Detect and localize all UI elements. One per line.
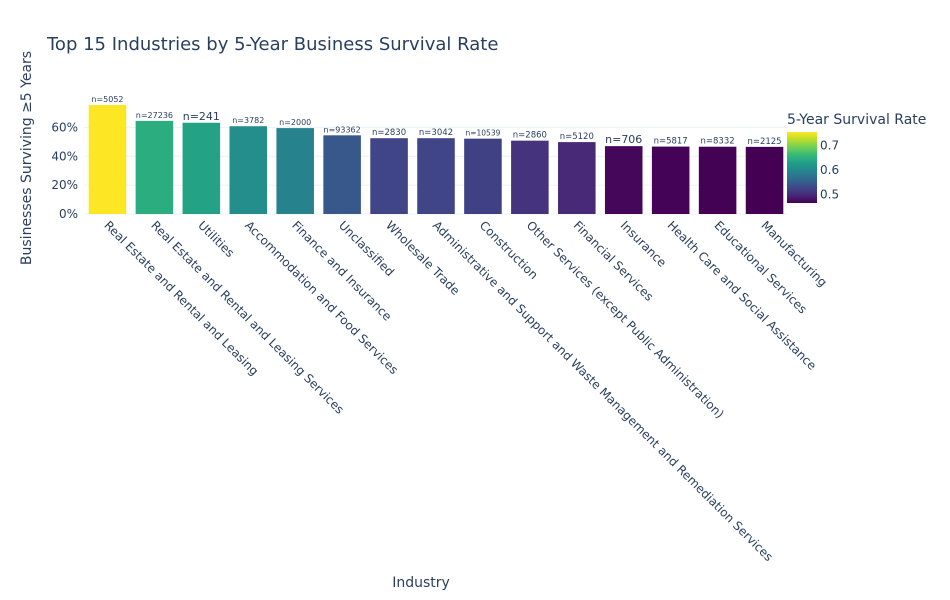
x-tick-label: Educational Services — [711, 218, 809, 316]
colorbar-ticks: 0.5 0.6 0.7 — [820, 138, 839, 201]
bar-data-label: n=5120 — [560, 132, 594, 142]
bar — [370, 138, 408, 214]
bar-data-label: n=3042 — [419, 128, 453, 138]
chart-title: Top 15 Industries by 5-Year Business Sur… — [46, 34, 498, 55]
bar-data-label: n=2000 — [279, 118, 311, 127]
y-tick-label: 20% — [51, 178, 78, 192]
y-tick-label: 40% — [51, 149, 78, 163]
bar — [182, 122, 221, 214]
bar — [135, 120, 174, 214]
bar — [276, 128, 314, 214]
colorbar: 5-Year Survival Rate 0.5 0.6 0.7 — [787, 112, 926, 203]
y-tick-label: 0% — [59, 207, 78, 221]
bar-data-label: n=2860 — [513, 131, 547, 141]
y-axis-title: Businesses Surviving ≥5 Years — [19, 51, 35, 265]
bar — [651, 146, 690, 214]
x-tick-label: Financial Services — [571, 218, 657, 304]
bar-labels: n=5052 n=27236 n=241 n=3782 n=2000 n=93362 n=2… — [91, 95, 781, 147]
x-tick-label: Utilities — [195, 218, 237, 260]
colorbar-tick-label: 0.6 — [820, 163, 839, 177]
bar-data-label: n=5052 — [91, 95, 123, 104]
bar-data-label: n=27236 — [136, 111, 173, 120]
bar-data-label: n=93362 — [324, 125, 361, 134]
bar-data-label: n=3782 — [232, 116, 264, 125]
colorbar-tick-label: 0.7 — [820, 138, 839, 152]
bar — [558, 142, 596, 214]
bar — [698, 146, 737, 214]
bar — [511, 140, 549, 214]
y-axis-ticks: 0% 20% 40% 60% — [51, 120, 78, 221]
bar — [88, 105, 127, 214]
colorbar-tick-label: 0.5 — [820, 187, 839, 201]
bar-data-label: n=10539 — [465, 129, 500, 138]
y-tick-label: 60% — [51, 120, 78, 134]
bar — [745, 146, 784, 214]
bar — [604, 146, 643, 214]
colorbar-gradient — [787, 132, 817, 203]
bar-data-label: n=5817 — [654, 137, 688, 147]
bar — [417, 138, 455, 214]
bar-data-label: n=8332 — [701, 137, 735, 147]
bar-data-label: n=241 — [183, 110, 220, 123]
bar — [323, 135, 361, 214]
bar — [464, 138, 502, 214]
x-axis-title: Industry — [392, 575, 450, 591]
bar-data-label: n=2830 — [372, 128, 406, 138]
bar-data-label: n=706 — [605, 133, 642, 146]
colorbar-title: 5-Year Survival Rate — [787, 112, 926, 128]
bar — [229, 126, 268, 214]
bar-data-label: n=2125 — [747, 137, 781, 147]
bars — [88, 105, 784, 214]
